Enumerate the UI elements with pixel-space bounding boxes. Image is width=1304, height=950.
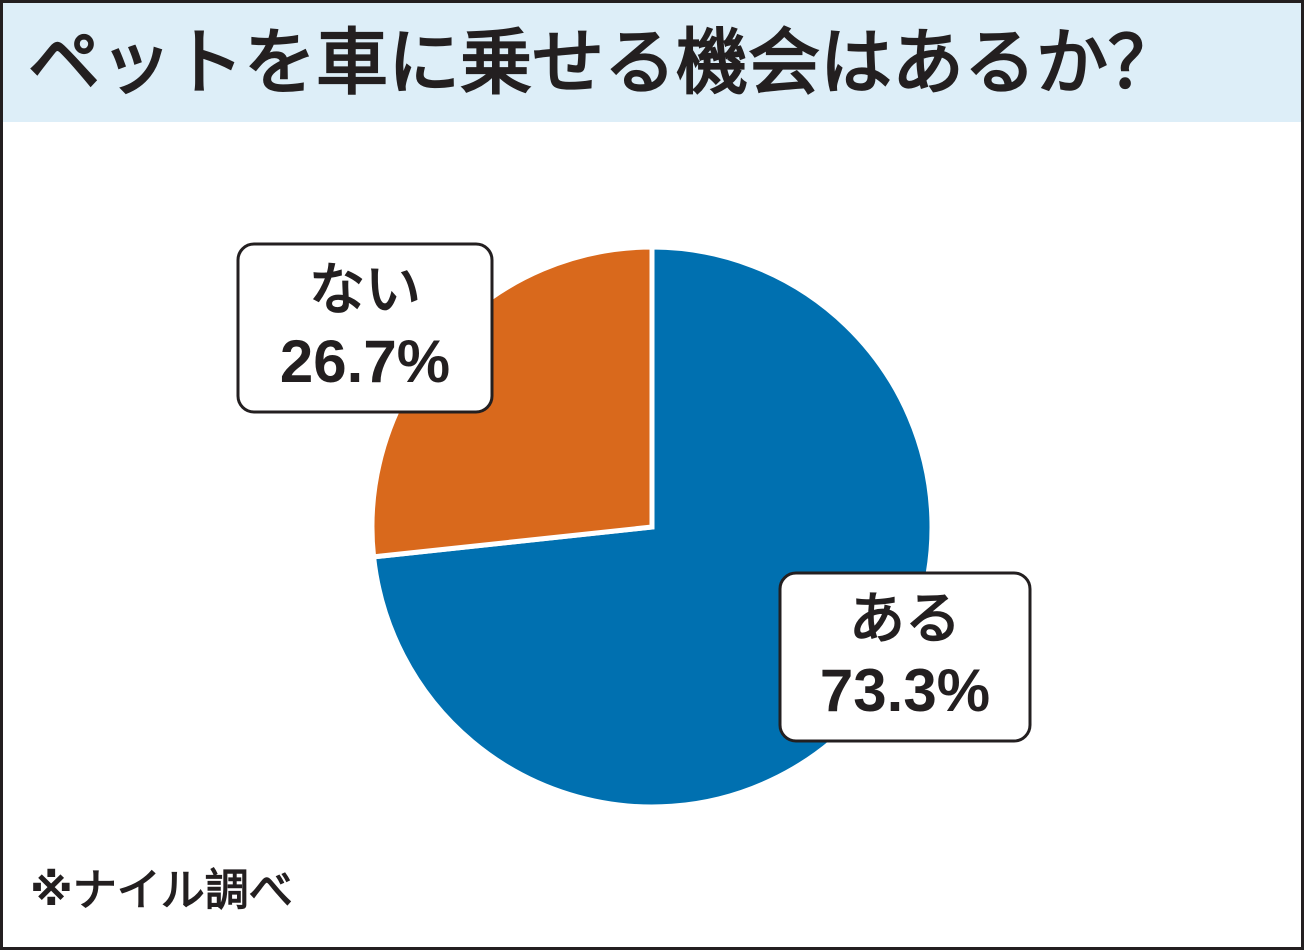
- label-box: [236, 242, 494, 414]
- value-label: 26.7%: [280, 328, 450, 395]
- label-box: [778, 571, 1032, 743]
- title-band: [2, 2, 1302, 122]
- value-label: 73.3%: [820, 657, 990, 724]
- chart-title: ペットを車に乗せる機会はあるか？: [28, 21, 1180, 105]
- slice-label: ある: [849, 587, 961, 652]
- source-note: ※ナイル調べ: [30, 865, 293, 916]
- slice-label: ない: [309, 258, 421, 323]
